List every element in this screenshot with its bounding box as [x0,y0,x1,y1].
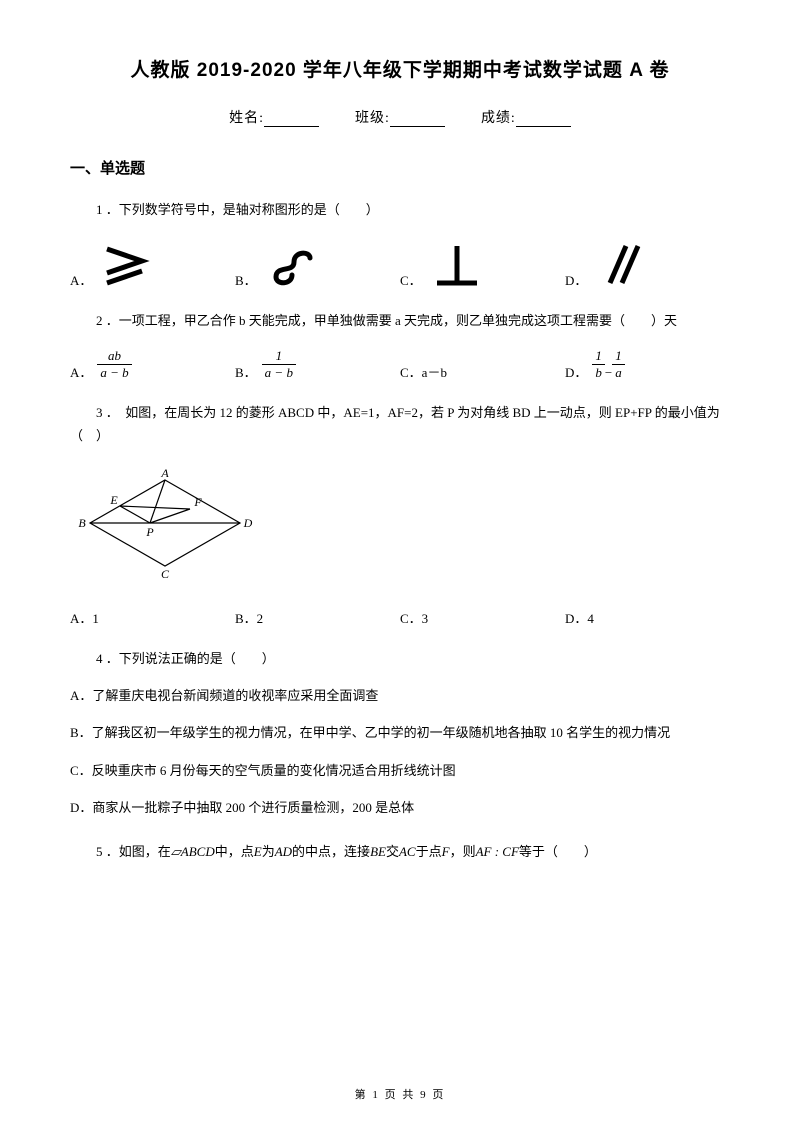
q1-option-a: A． [70,241,235,289]
svg-text:P: P [145,525,154,539]
section-1-title: 一、单选题 [70,157,730,178]
q1-options: A． B． C． D． [70,241,730,289]
q3-option-c: C．3 [400,608,565,627]
exam-title: 人教版 2019-2020 学年八年级下学期期中考试数学试题 A 卷 [70,55,730,82]
q2-b-num: 1 [262,348,296,365]
q5-prefix: 5 ．如图，在 [96,844,171,859]
q1-b-label: B． [235,270,257,289]
q2-c-full: C．a－b [400,362,447,381]
q1-c-label: C． [400,270,422,289]
page-footer: 第 1 页 共 9 页 [0,1086,800,1102]
q2-b-den: a − b [262,365,296,381]
q3-option-d: D．4 [565,608,730,627]
q4-option-d: D．商家从一批粽子中抽取 200 个进行质量检测，200 是总体 [70,796,730,819]
q5-mid3: 的中点，连接 [292,844,370,859]
q2-a-den: a − b [97,365,131,381]
info-line: 姓名: 班级: 成绩: [70,107,730,127]
svg-text:C: C [161,567,170,581]
q3-option-a: A．1 [70,608,235,627]
q2-d-r-den: a [612,365,625,381]
name-label: 姓名: [229,111,264,126]
q2-d-l-den: b [592,365,605,381]
rhombus-figure: A B C D E F P [70,468,730,588]
q5-mid2: 为 [262,844,275,859]
q1-option-d: D． [565,241,730,289]
q5-suffix: 等于（ ） [519,844,597,859]
rhombus-diagram-icon: A B C D E F P [70,468,260,583]
q5-mid6: ，则 [450,844,476,859]
q2-d-fraction-left: 1 b [592,348,605,381]
q1-a-label: A． [70,270,92,289]
s-curve-icon [262,247,324,289]
q2-b-label: B． [235,362,257,381]
q2-a-label: A． [70,362,92,381]
q2-option-c: C．a－b [400,362,565,381]
q2-d-r-num: 1 [612,348,625,365]
q1-d-label: D． [565,270,587,289]
q2-d-minus: − [605,365,612,381]
q2-d-label: D． [565,362,587,381]
q2-b-fraction: 1 a − b [262,348,296,381]
q3-option-b: B．2 [235,608,400,627]
q5-ratio: AF : CF [476,844,519,859]
question-1: 1 ．下列数学符号中，是轴对称图形的是（ ） [70,198,730,221]
geq-symbol-icon [97,241,159,289]
q5-AC: AC [399,844,416,859]
q2-d-l-num: 1 [592,348,605,365]
q5-BE: BE [370,844,386,859]
svg-text:F: F [193,495,202,509]
q2-option-b: B． 1 a − b [235,348,400,381]
score-blank [516,113,571,127]
q5-mid5: 于点 [416,844,442,859]
score-label: 成绩: [481,111,516,126]
q5-AD: AD [275,844,292,859]
q4-option-b: B．了解我区初一年级学生的视力情况，在甲中学、乙中学的初一年级随机地各抽取 10… [70,721,730,744]
parallel-icon [592,241,647,289]
perpendicular-icon [427,241,487,289]
q4-option-c: C．反映重庆市 6 月份每天的空气质量的变化情况适合用折线统计图 [70,759,730,782]
svg-text:D: D [243,516,253,530]
q4-option-a: A．了解重庆电视台新闻频道的收视率应采用全面调查 [70,684,730,707]
q2-a-num: ab [97,348,131,365]
question-4: 4 ．下列说法正确的是（ ） [70,647,730,670]
q5-mid4: 交 [386,844,399,859]
name-blank [264,113,319,127]
q1-option-b: B． [235,247,400,289]
q5-mid1: 中，点 [215,844,254,859]
q3-options: A．1 B．2 C．3 D．4 [70,608,730,627]
q2-a-fraction: ab a − b [97,348,131,381]
svg-text:B: B [78,516,86,530]
q5-F: F [442,844,450,859]
q1-option-c: C． [400,241,565,289]
q2-d-fraction-right: 1 a [612,348,625,381]
q5-E: E [254,844,262,859]
question-3: 3 ． 如图，在周长为 12 的菱形 ABCD 中，AE=1，AF=2，若 P … [70,401,730,448]
question-2: 2 ．一项工程，甲乙合作 b 天能完成，甲单独做需要 a 天完成，则乙单独完成这… [70,309,730,332]
question-5: 5 ．如图，在▱ABCD中，点E为AD的中点，连接BE交AC于点F，则AF : … [70,840,730,863]
q2-option-a: A． ab a − b [70,348,235,381]
svg-text:E: E [109,493,118,507]
class-label: 班级: [355,111,390,126]
q5-parallelogram: ▱ABCD [171,844,215,859]
svg-text:A: A [160,468,169,480]
q2-options: A． ab a − b B． 1 a − b C．a－b D． 1 b − 1 … [70,348,730,381]
class-blank [390,113,445,127]
q2-option-d: D． 1 b − 1 a [565,348,730,381]
